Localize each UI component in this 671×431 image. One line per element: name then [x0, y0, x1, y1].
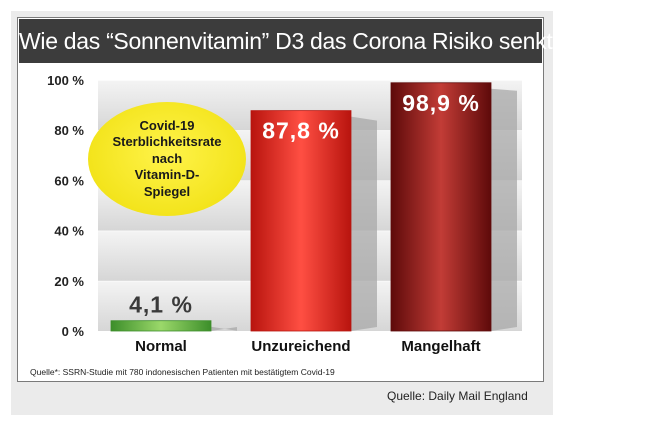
annotation-text: Covid-19 Sterblichkeitsrate nach Vitamin… [112, 117, 222, 199]
bar-shadow [491, 88, 517, 331]
y-tick-label: 0 % [62, 324, 85, 339]
bar-shadows [211, 88, 517, 331]
bar-shadow [211, 326, 237, 331]
value-label: 4,1 % [129, 292, 193, 318]
value-label: 98,9 % [402, 90, 480, 116]
y-tick-label: 100 % [47, 73, 84, 88]
y-tick-label: 40 % [54, 224, 84, 239]
category-label: Mangelhaft [401, 338, 480, 355]
value-label: 87,8 % [262, 118, 340, 144]
chart-title: Wie das “Sonnenvitamin” D3 das Corona Ri… [19, 19, 553, 63]
x-axis-categories: Normal Unzureichend Mangelhaft [135, 338, 480, 355]
category-label: Unzureichend [251, 338, 350, 355]
y-tick-label: 60 % [54, 173, 84, 188]
source-credit: Quelle: Daily Mail England [387, 389, 528, 403]
bars [110, 82, 492, 332]
bar-unzureichend [250, 110, 352, 332]
bar-shadow [351, 116, 377, 331]
y-tick-label: 20 % [54, 274, 84, 289]
bar-mangelhaft [390, 82, 492, 332]
y-tick-label: 80 % [54, 123, 84, 138]
category-label: Normal [135, 338, 187, 355]
y-axis-ticks: 0 % 20 % 40 % 60 % 80 % 100 % [47, 73, 84, 339]
bar-normal [110, 320, 212, 332]
source-note: Quelle*: SSRN-Studie mit 780 indonesisch… [30, 367, 335, 377]
value-labels: 4,1 % 87,8 % 98,9 % [129, 90, 480, 318]
annotation-bubble: Covid-19 Sterblichkeitsrate nach Vitamin… [88, 102, 246, 216]
